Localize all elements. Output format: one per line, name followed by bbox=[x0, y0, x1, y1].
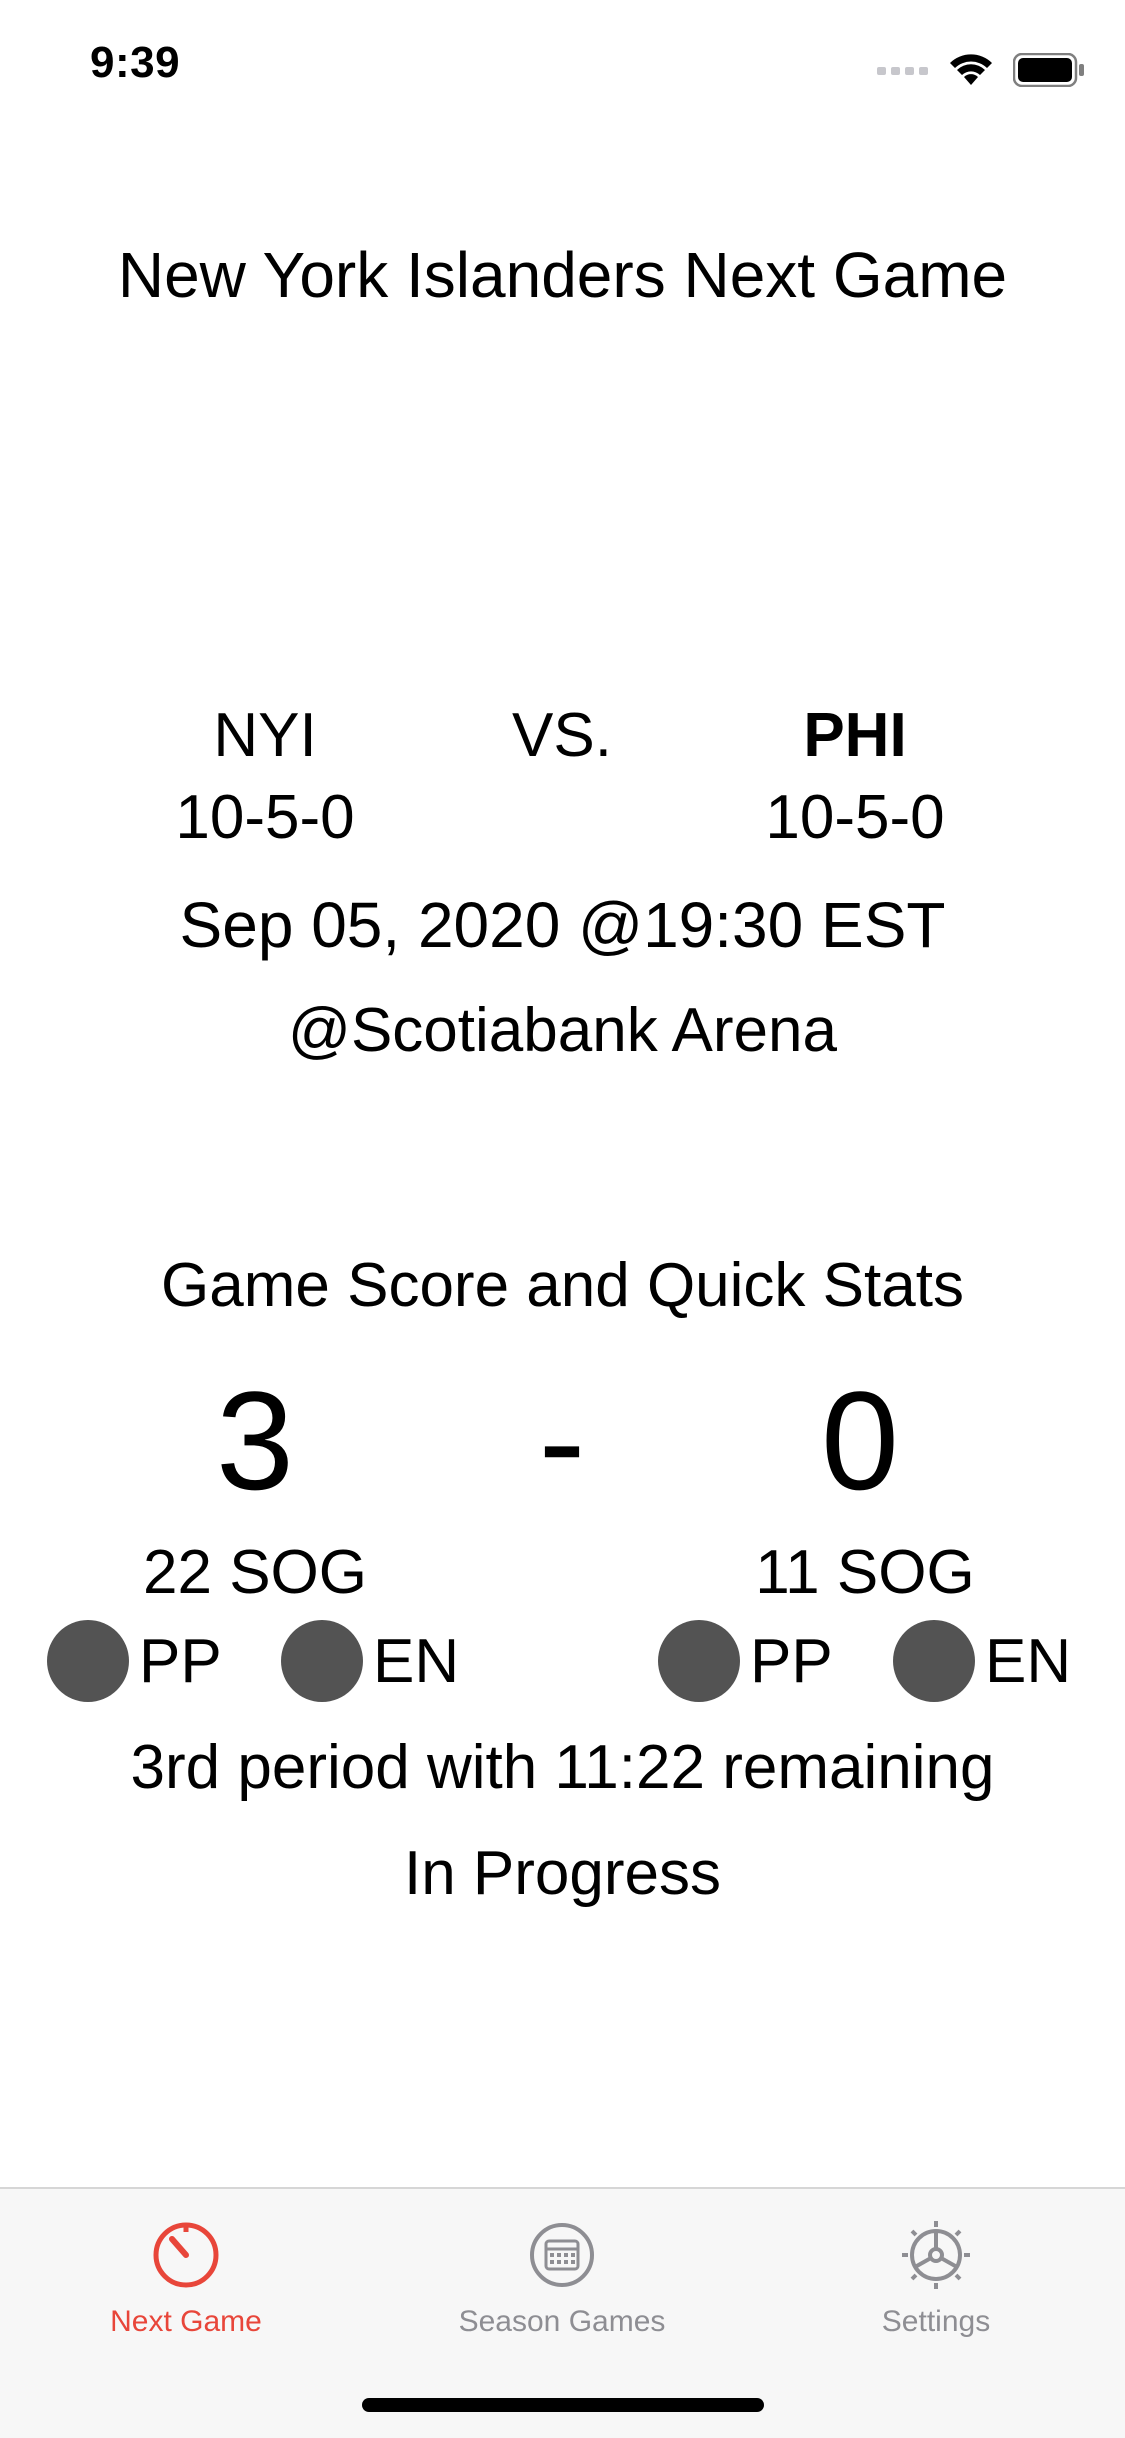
vs-label: VS. bbox=[512, 701, 612, 770]
calendar-icon bbox=[530, 2223, 594, 2287]
away-en-status-dot bbox=[281, 1620, 363, 1702]
away-power-play-indicator: PP bbox=[47, 1620, 222, 1702]
home-indicator[interactable] bbox=[362, 2398, 764, 2412]
game-datetime: Sep 05, 2020 @19:30 EST bbox=[179, 889, 946, 961]
home-team-record: 10-5-0 bbox=[765, 783, 945, 852]
away-pp-status-dot bbox=[47, 1620, 129, 1702]
game-state: In Progress bbox=[403, 1839, 722, 1908]
home-shots-on-goal: 11 SOG bbox=[755, 1538, 975, 1607]
away-empty-net-indicator: EN bbox=[281, 1620, 459, 1702]
score-separator: - bbox=[538, 1362, 586, 1519]
home-score: 0 bbox=[821, 1362, 899, 1519]
period-status: 3rd period with 11:22 remaining bbox=[130, 1733, 995, 1802]
away-team-name: NYI bbox=[213, 701, 317, 770]
home-pp-label: PP bbox=[750, 1626, 833, 1696]
status-icons bbox=[877, 50, 1085, 90]
gear-icon bbox=[902, 2221, 970, 2289]
stopwatch-icon bbox=[153, 2222, 219, 2288]
tab-settings-label: Settings bbox=[881, 2305, 991, 2338]
home-power-play-indicator: PP bbox=[658, 1620, 833, 1702]
cellular-signal-icon bbox=[877, 67, 928, 75]
away-team-record: 10-5-0 bbox=[175, 783, 355, 852]
battery-icon bbox=[1013, 53, 1084, 87]
page-title: New York Islanders Next Game bbox=[117, 239, 1008, 311]
tab-season-games[interactable]: Season Games bbox=[412, 2219, 712, 2339]
tab-next-game[interactable]: Next Game bbox=[36, 2219, 336, 2339]
home-pp-status-dot bbox=[658, 1620, 740, 1702]
home-empty-net-indicator: EN bbox=[893, 1620, 1071, 1702]
score-section-title: Game Score and Quick Stats bbox=[161, 1251, 964, 1320]
tab-settings[interactable]: Settings bbox=[786, 2219, 1086, 2339]
away-en-label: EN bbox=[373, 1626, 460, 1696]
tab-next-game-label: Next Game bbox=[110, 2305, 262, 2338]
away-score: 3 bbox=[216, 1362, 294, 1519]
wifi-icon bbox=[950, 54, 992, 85]
home-team-name: PHI bbox=[803, 701, 907, 770]
away-shots-on-goal: 22 SOG bbox=[143, 1538, 367, 1607]
tab-bar: Next Game Season Games bbox=[0, 2187, 1125, 2438]
home-en-status-dot bbox=[893, 1620, 975, 1702]
tab-season-games-label: Season Games bbox=[458, 2305, 666, 2338]
game-venue: @Scotiabank Arena bbox=[288, 996, 837, 1065]
home-en-label: EN bbox=[985, 1626, 1072, 1696]
status-time: 9:39 bbox=[90, 38, 181, 87]
away-pp-label: PP bbox=[139, 1626, 222, 1696]
